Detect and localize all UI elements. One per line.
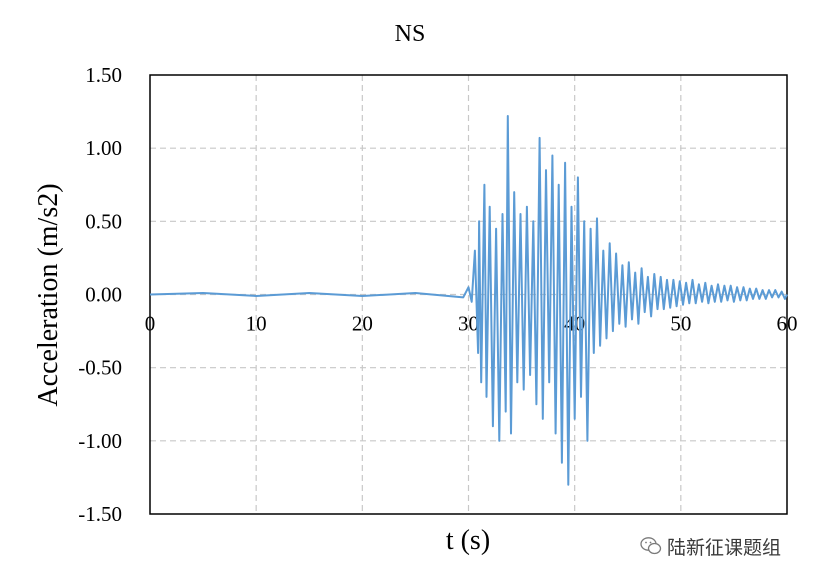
- watermark-text: 陆新征课题组: [667, 536, 782, 559]
- series-line: [149, 115, 788, 486]
- x-axis-label: t (s): [446, 525, 490, 556]
- series-group: [149, 115, 788, 486]
- x-tick-labels: 0 10 20 30 40 50 60: [145, 312, 798, 336]
- x-tick-label: 30: [458, 312, 479, 336]
- x-tick-label: 50: [670, 312, 691, 336]
- x-tick-label: 0: [145, 312, 156, 336]
- x-tick-label: 60: [777, 312, 798, 336]
- x-tick-label: 20: [352, 312, 373, 336]
- y-tick-label: 1.50: [85, 63, 122, 87]
- y-axis-label: Acceleration (m/s2): [33, 183, 64, 406]
- y-tick-label: -0.50: [78, 356, 122, 380]
- x-tick-label: 10: [246, 312, 267, 336]
- watermark: 陆新征课题组: [640, 533, 781, 559]
- y-tick-label: 0.00: [85, 283, 122, 307]
- chart-title: NS: [395, 21, 426, 47]
- y-tick-label: -1.50: [78, 502, 122, 526]
- wechat-icon: [640, 537, 662, 555]
- y-tick-label: 0.50: [85, 209, 122, 233]
- y-tick-label: 1.00: [85, 136, 122, 160]
- y-tick-label: -1.00: [78, 429, 122, 453]
- y-tick-labels: 1.50 1.00 0.50 0.00 -0.50 -1.00 -1.50: [78, 63, 122, 526]
